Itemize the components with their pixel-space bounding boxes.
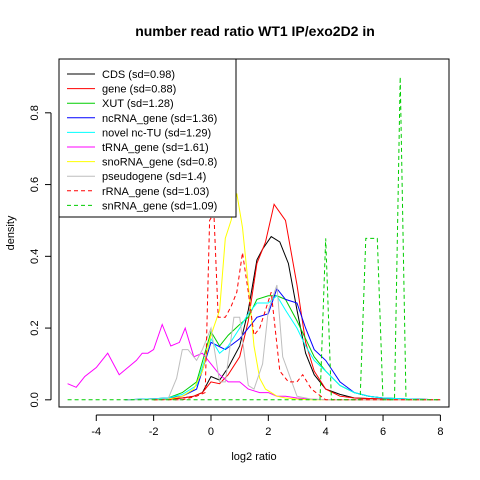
y-tick-label: 0.4 bbox=[29, 249, 41, 264]
x-tick-label: -2 bbox=[149, 426, 159, 438]
y-tick-label: 0.0 bbox=[29, 392, 41, 407]
x-tick-label: 6 bbox=[380, 426, 386, 438]
x-axis-label: log2 ratio bbox=[231, 451, 276, 463]
legend-label: snoRNA_gene (sd=0.8) bbox=[102, 157, 217, 169]
legend-label: CDS (sd=0.98) bbox=[102, 69, 175, 81]
x-tick-label: 8 bbox=[437, 426, 443, 438]
x-tick-label: -4 bbox=[91, 426, 101, 438]
legend-label: pseudogene (sd=1.4) bbox=[102, 171, 206, 183]
legend-label: snRNA_gene (sd=1.09) bbox=[102, 200, 217, 212]
y-axis-label: density bbox=[5, 215, 17, 250]
series-line-4 bbox=[124, 295, 441, 401]
y-axis: 0.0 0.2 0.4 0.6 0.8 bbox=[29, 105, 52, 407]
x-tick-label: 4 bbox=[323, 426, 329, 438]
y-tick-label: 0.2 bbox=[29, 320, 41, 335]
legend-label: rRNA_gene (sd=1.03) bbox=[102, 186, 209, 198]
legend-label: XUT (sd=1.28) bbox=[102, 98, 174, 110]
y-tick-label: 0.6 bbox=[29, 177, 41, 192]
legend-label: tRNA_gene (sd=1.61) bbox=[102, 142, 209, 154]
legend-label: gene (sd=0.88) bbox=[102, 84, 176, 96]
x-axis: -4 -2 0 2 4 6 8 bbox=[91, 414, 443, 438]
x-tick-label: 2 bbox=[265, 426, 271, 438]
legend: CDS (sd=0.98) gene (sd=0.88) XUT (sd=1.28)… bbox=[58, 58, 237, 218]
series-line-1 bbox=[153, 203, 441, 401]
y-tick-label: 0.8 bbox=[29, 105, 41, 120]
series-line-9 bbox=[67, 76, 441, 401]
series-line-8 bbox=[153, 211, 441, 401]
series-lines bbox=[67, 76, 441, 401]
x-tick-label: 0 bbox=[208, 426, 214, 438]
plot-frame bbox=[58, 58, 450, 408]
series-line-7 bbox=[125, 284, 441, 401]
chart-title: number read ratio WT1 IP/exo2D2 in bbox=[135, 23, 375, 39]
legend-label: novel nc-TU (sd=1.29) bbox=[102, 127, 211, 139]
legend-label: ncRNA_gene (sd=1.36) bbox=[102, 113, 217, 125]
